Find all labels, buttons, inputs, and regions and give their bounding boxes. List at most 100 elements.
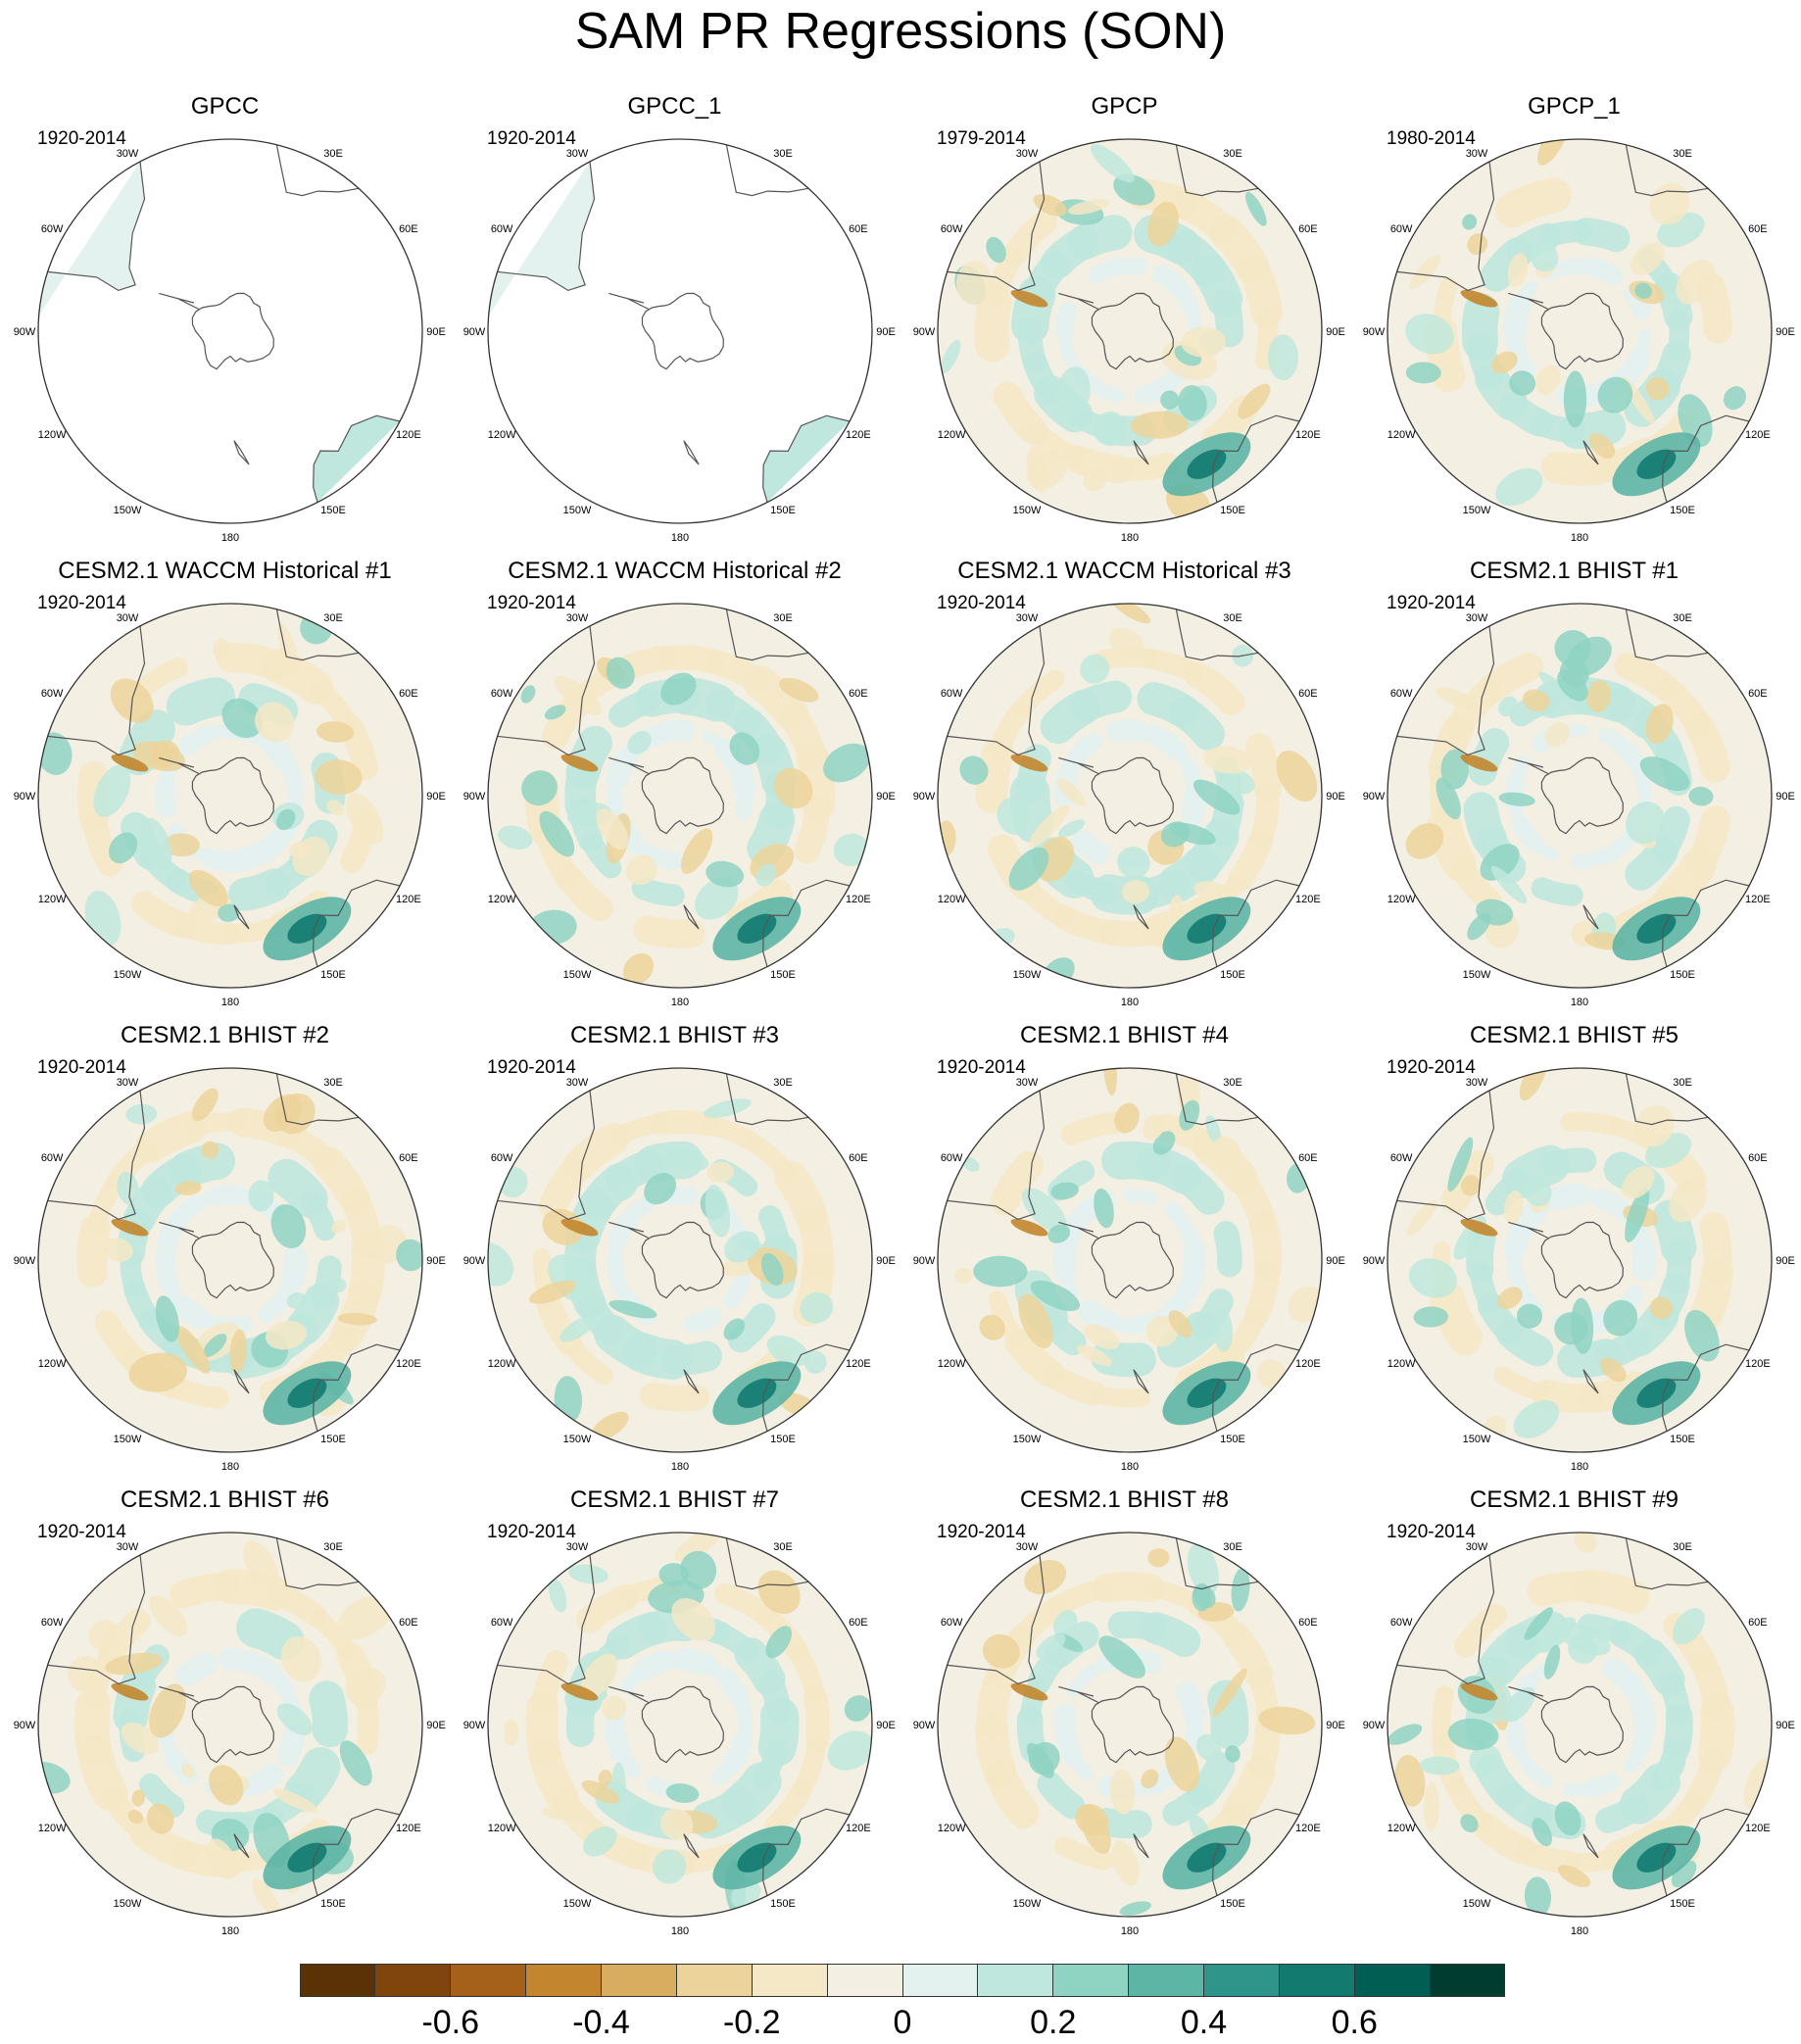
- longitude-label: 30W: [117, 1077, 139, 1089]
- longitude-label: 120W: [488, 429, 516, 441]
- longitude-label: 30W: [1016, 148, 1039, 160]
- map-border: [487, 1532, 873, 1918]
- colorbar-box: [1053, 1964, 1130, 1997]
- panel-title: GPCC_1: [627, 93, 722, 120]
- longitude-label: 180: [1571, 997, 1588, 1008]
- map-plot: 030E60E90E120E150E180150W120W90W60W30W: [14, 121, 446, 544]
- longitude-label: 150E: [770, 505, 796, 516]
- longitude-label: 30E: [1673, 148, 1692, 160]
- longitude-label: 60W: [491, 223, 513, 235]
- longitude-label: 30E: [1223, 1077, 1242, 1089]
- map-field: [38, 1068, 422, 1452]
- longitude-label: 60W: [941, 1152, 963, 1164]
- panel-title: GPCP_1: [1528, 93, 1621, 120]
- longitude-label: 150E: [320, 1434, 346, 1445]
- longitude-label: 30E: [1673, 1077, 1692, 1089]
- longitude-label: 60W: [941, 688, 963, 700]
- longitude-label: 150W: [1013, 505, 1042, 516]
- map-field: [1387, 604, 1772, 988]
- map-field: [488, 1068, 872, 1452]
- colorbar-box: [300, 1964, 375, 1997]
- panel-title: CESM2.1 WACCM Historical #1: [58, 558, 392, 584]
- longitude-label: 150E: [770, 1434, 796, 1445]
- longitude-label: 180: [1121, 532, 1139, 544]
- longitude-label: 90E: [1776, 1720, 1795, 1731]
- longitude-label: 120W: [938, 1358, 966, 1370]
- longitude-label: 90W: [463, 1255, 486, 1267]
- longitude-label: 120W: [488, 894, 516, 905]
- longitude-label: 180: [671, 1925, 689, 1937]
- longitude-label: 90W: [913, 1720, 936, 1731]
- longitude-label: 30E: [1673, 1541, 1692, 1553]
- colorbar-tick-label: 0.4: [1180, 2004, 1228, 2041]
- map-field: [938, 604, 1322, 988]
- longitude-label: 30E: [1223, 612, 1242, 624]
- longitude-label: 90E: [876, 791, 896, 803]
- map-field: [1387, 139, 1772, 523]
- longitude-label: 60W: [1390, 688, 1413, 700]
- longitude-label: 60E: [1748, 1152, 1768, 1164]
- longitude-label: 120E: [1295, 1358, 1321, 1370]
- panel-period: 1920-2014: [937, 593, 1026, 613]
- longitude-label: 90W: [1363, 326, 1386, 338]
- map-border: [1387, 603, 1773, 989]
- colorbar: [300, 1964, 1505, 1997]
- map-panel: 030E60E90E120E150E180150W120W90W60W30WGP…: [450, 92, 900, 557]
- longitude-label: 120W: [938, 429, 966, 441]
- longitude-label: 90W: [463, 326, 486, 338]
- map-border: [37, 1067, 423, 1453]
- map-plot: 030E60E90E120E150E180150W120W90W60W30W: [1363, 585, 1795, 1008]
- colorbar-box: [1431, 1964, 1505, 1997]
- map-border: [37, 603, 423, 989]
- longitude-label: 30E: [323, 148, 343, 160]
- longitude-label: 120E: [396, 429, 421, 441]
- longitude-label: 120W: [488, 1358, 516, 1370]
- map-plot: 030E60E90E120E150E180150W120W90W60W30W: [14, 1049, 446, 1473]
- longitude-label: 30W: [1466, 1077, 1488, 1089]
- map-panel: 030E60E90E120E150E180150W120W90W60W30WCE…: [900, 557, 1349, 1021]
- longitude-label: 30W: [1016, 1541, 1039, 1553]
- longitude-label: 90E: [1776, 791, 1795, 803]
- map-plot: 030E60E90E120E150E180150W120W90W60W30W: [1363, 121, 1795, 544]
- colorbar-tick-label: 0: [893, 2004, 912, 2041]
- longitude-label: 30E: [1673, 612, 1692, 624]
- longitude-label: 30E: [323, 612, 343, 624]
- map-field: [38, 1533, 422, 1917]
- panel-title: CESM2.1 BHIST #6: [121, 1486, 329, 1513]
- longitude-label: 150E: [1670, 969, 1695, 981]
- longitude-label: 60E: [1748, 1617, 1768, 1629]
- map-panel: 030E60E90E120E150E180150W120W90W60W30WCE…: [450, 1485, 900, 1950]
- longitude-label: 60E: [1748, 688, 1768, 700]
- longitude-label: 150E: [1670, 1898, 1695, 1910]
- longitude-label: 30E: [773, 1077, 793, 1089]
- longitude-label: 150W: [1013, 969, 1042, 981]
- longitude-label: 120E: [1295, 1823, 1321, 1834]
- longitude-label: 120E: [396, 1823, 421, 1834]
- panel-period: 1920-2014: [487, 593, 576, 613]
- colorbar-box: [752, 1964, 828, 1997]
- longitude-label: 150E: [1220, 505, 1245, 516]
- panel-period: 1920-2014: [37, 1057, 126, 1078]
- longitude-label: 120E: [1745, 1823, 1771, 1834]
- longitude-label: 150E: [770, 969, 796, 981]
- longitude-label: 120W: [38, 1823, 67, 1834]
- map-panel: 030E60E90E120E150E180150W120W90W60W30WCE…: [1349, 557, 1799, 1021]
- map-border: [487, 1067, 873, 1453]
- longitude-label: 90W: [463, 1720, 486, 1731]
- colorbar-box: [1355, 1964, 1432, 1997]
- panel-title: CESM2.1 BHIST #8: [1020, 1486, 1229, 1513]
- longitude-label: 180: [1121, 997, 1139, 1008]
- longitude-label: 120E: [1745, 1358, 1771, 1370]
- longitude-label: 90W: [14, 326, 36, 338]
- longitude-label: 180: [1121, 1461, 1139, 1473]
- longitude-label: 120E: [396, 894, 421, 905]
- longitude-label: 60E: [1298, 688, 1318, 700]
- panel-period: 1920-2014: [37, 128, 126, 149]
- longitude-label: 120E: [396, 1358, 421, 1370]
- panel-title: CESM2.1 BHIST #2: [121, 1022, 329, 1048]
- coastlines: [497, 1073, 851, 1432]
- longitude-label: 120E: [1295, 429, 1321, 441]
- longitude-label: 150W: [563, 1434, 592, 1445]
- map-panel: 030E60E90E120E150E180150W120W90W60W30WGP…: [1349, 92, 1799, 557]
- longitude-label: 90W: [463, 791, 486, 803]
